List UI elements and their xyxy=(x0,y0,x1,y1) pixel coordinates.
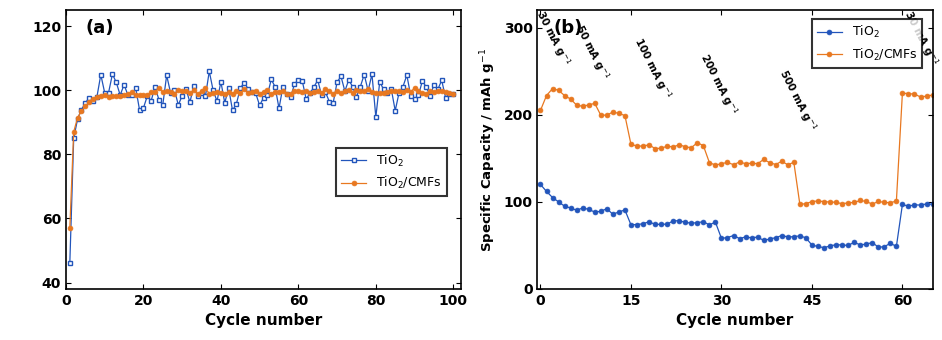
TiO$_2$/CMFs xyxy=(571,103,582,107)
X-axis label: Cycle number: Cycle number xyxy=(204,313,322,328)
TiO$_2$ xyxy=(203,69,215,73)
TiO$_2$ xyxy=(819,246,830,250)
TiO$_2$ xyxy=(902,204,914,208)
Text: 50 mA g$^{-1}$: 50 mA g$^{-1}$ xyxy=(571,22,612,82)
TiO$_2$/CMFs xyxy=(447,92,459,96)
TiO$_2$/CMFs xyxy=(547,87,559,91)
TiO$_2$/CMFs xyxy=(638,144,649,148)
TiO$_2$/CMFs xyxy=(535,108,546,113)
TiO$_2$ xyxy=(266,78,277,82)
TiO$_2$ xyxy=(631,222,642,226)
TiO$_2$ xyxy=(849,240,860,244)
TiO$_2$ xyxy=(297,79,308,83)
Text: 500 mA g$^{-1}$: 500 mA g$^{-1}$ xyxy=(774,66,820,134)
TiO$_2$/CMFs xyxy=(661,144,673,148)
TiO$_2$/CMFs xyxy=(64,226,75,230)
TiO$_2$ xyxy=(420,85,431,89)
TiO$_2$/CMFs xyxy=(262,88,273,92)
TiO$_2$/CMFs xyxy=(854,199,866,203)
TiO$_2$/CMFs xyxy=(432,89,444,93)
TiO$_2$ xyxy=(565,206,577,210)
TiO$_2$ xyxy=(927,202,938,206)
TiO$_2$ xyxy=(704,223,715,227)
TiO$_2$/CMFs xyxy=(154,86,165,90)
TiO$_2$ xyxy=(535,182,546,186)
TiO$_2$ xyxy=(154,98,165,102)
Line: TiO$_2$: TiO$_2$ xyxy=(538,182,935,250)
TiO$_2$/CMFs xyxy=(293,89,304,94)
TiO$_2$ xyxy=(656,222,667,226)
TiO$_2$/CMFs xyxy=(409,86,420,90)
TiO$_2$/CMFs xyxy=(420,91,431,96)
X-axis label: Cycle number: Cycle number xyxy=(676,313,794,328)
TiO$_2$ xyxy=(432,87,444,91)
TiO$_2$/CMFs xyxy=(927,93,938,97)
Text: 30 mA g$^{-1}$: 30 mA g$^{-1}$ xyxy=(900,8,941,68)
Line: TiO$_2$/CMFs: TiO$_2$/CMFs xyxy=(538,86,935,207)
TiO$_2$ xyxy=(64,261,75,266)
TiO$_2$/CMFs xyxy=(138,93,149,97)
Y-axis label: Specific Capacity / mAh g$^{-1}$: Specific Capacity / mAh g$^{-1}$ xyxy=(479,48,498,252)
TiO$_2$/CMFs xyxy=(709,163,721,167)
Text: (a): (a) xyxy=(86,19,114,37)
Text: 30 mA g$^{-1}$: 30 mA g$^{-1}$ xyxy=(532,8,574,68)
TiO$_2$/CMFs xyxy=(716,162,727,166)
TiO$_2$/CMFs xyxy=(794,202,805,206)
Legend: TiO$_2$, TiO$_2$/CMFs: TiO$_2$, TiO$_2$/CMFs xyxy=(336,148,447,196)
Line: TiO$_2$: TiO$_2$ xyxy=(68,69,456,266)
Text: 100 mA g$^{-1}$: 100 mA g$^{-1}$ xyxy=(630,35,674,102)
Text: 200 mA g$^{-1}$: 200 mA g$^{-1}$ xyxy=(696,51,740,118)
TiO$_2$ xyxy=(447,92,459,96)
Legend: TiO$_2$, TiO$_2$/CMFs: TiO$_2$, TiO$_2$/CMFs xyxy=(812,19,922,68)
TiO$_2$ xyxy=(138,106,149,110)
Line: TiO$_2$/CMFs: TiO$_2$/CMFs xyxy=(68,85,456,231)
Text: (b): (b) xyxy=(553,19,583,37)
